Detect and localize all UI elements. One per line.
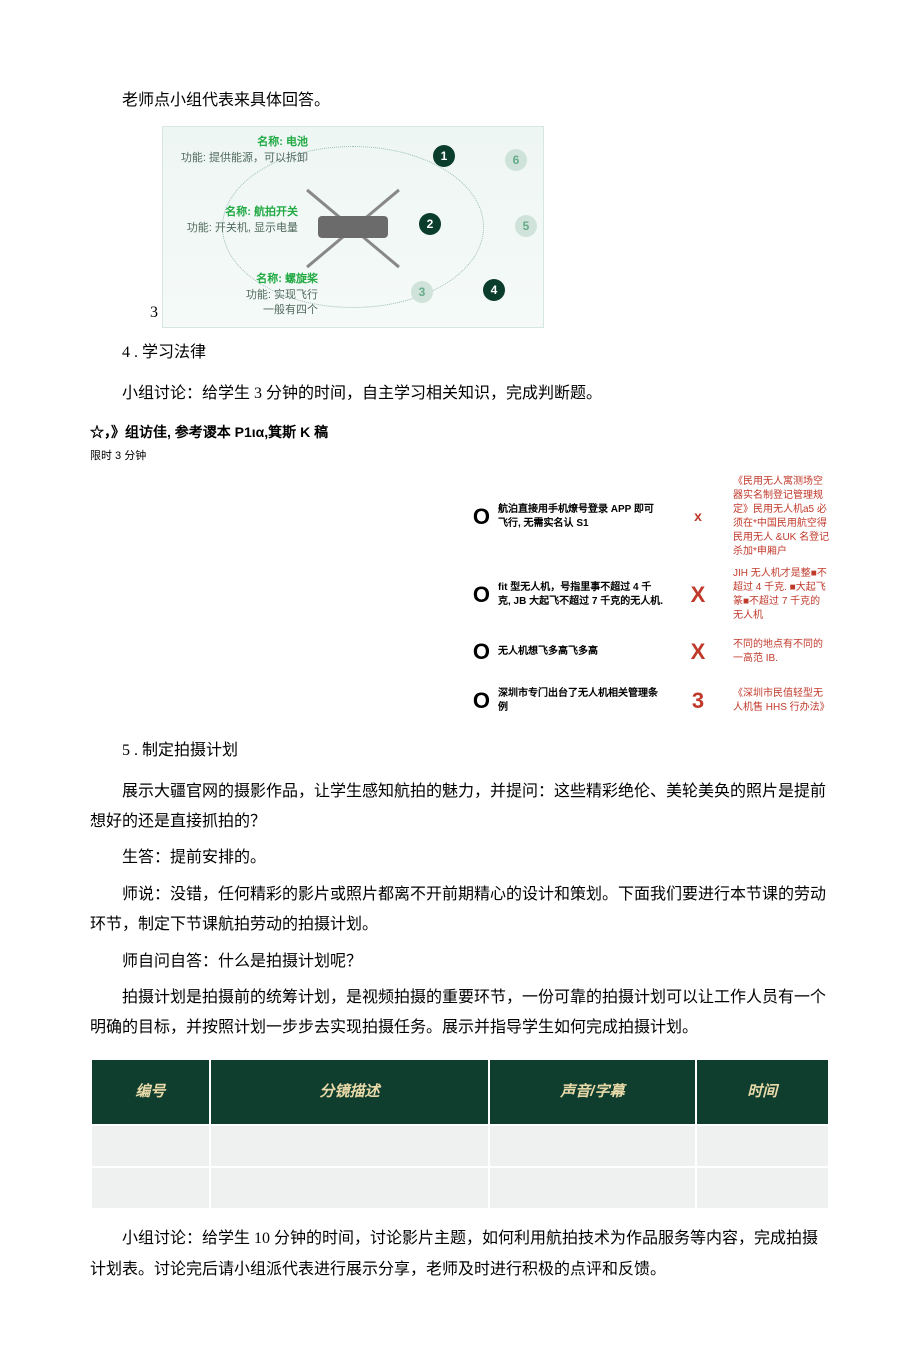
drone-center bbox=[283, 197, 423, 257]
plan-table-cell bbox=[92, 1168, 209, 1208]
plan-table-cell bbox=[211, 1168, 488, 1208]
quiz-explanation: 《民用无人寓测场空器实名制登记管理规定》民用无人机a5 必须在*中国民用航空得民… bbox=[733, 475, 830, 559]
quiz-mark: X bbox=[663, 631, 733, 673]
closing-p1: 小组讨论：给学生 10 分钟的时间，讨论影片主题，如何利用航拍技术为作品服务等内… bbox=[90, 1224, 830, 1285]
quiz-row: O深圳市专门出台了无人机相关管理条例3《深圳市民值轻型无人机售 HHS 行办法》 bbox=[90, 676, 830, 726]
plan-table-cell bbox=[490, 1126, 694, 1166]
plan-table-cell bbox=[211, 1126, 488, 1166]
quiz-circle-icon: O bbox=[270, 496, 498, 538]
quiz-question: 航泊直接用手机燎号登录 APP 即可飞行, 无需实名认 S1 bbox=[498, 503, 663, 531]
plan-table-header: 分镜描述 bbox=[211, 1060, 488, 1125]
quiz-subline: ☆，》组访佳, 参考谡本 P1ια,箕斯 K 稿 bbox=[90, 419, 830, 446]
section-5-p3: 师说：没错，任何精彩的影片或照片都离不开前期精心的设计和策划。下面我们要进行本节… bbox=[90, 880, 830, 941]
drone-diagram: 名称: 电池功能: 提供能源，可以拆卸名称: 航拍开关功能: 开关机, 显示电量… bbox=[162, 126, 544, 328]
plan-table: 编号分镜描述声音/字幕时间 bbox=[90, 1058, 830, 1211]
plan-table-header: 编号 bbox=[92, 1060, 209, 1125]
table-row bbox=[92, 1168, 828, 1208]
table-row bbox=[92, 1126, 828, 1166]
quiz-question: fit 型无人机，号指里事不超过 4 千克, JB 大起飞不超过 7 千克的无人… bbox=[498, 581, 663, 609]
intro-line: 老师点小组代表来具体回答。 bbox=[90, 86, 830, 116]
plan-table-cell bbox=[490, 1168, 694, 1208]
section-5-p1: 展示大疆官网的摄影作品，让学生感知航拍的魅力，并提问：这些精彩绝伦、美轮美奂的照… bbox=[90, 777, 830, 838]
quiz-block: O航泊直接用手机燎号登录 APP 即可飞行, 无需实名认 S1x《民用无人寓测场… bbox=[90, 471, 830, 727]
plan-table-cell bbox=[92, 1126, 209, 1166]
drone-label: 名称: 螺旋桨功能: 实现飞行一般有四个 bbox=[183, 272, 318, 318]
section-4-heading: 4 . 学习法律 bbox=[90, 338, 830, 368]
drone-figure-row: 3 名称: 电池功能: 提供能源，可以拆卸名称: 航拍开关功能: 开关机, 显示… bbox=[150, 126, 830, 328]
plan-table-cell bbox=[697, 1168, 828, 1208]
quiz-row: O无人机想飞多高飞多高X不同的地点有不同的一高范 IB. bbox=[90, 627, 830, 677]
plan-table-header: 声音/字幕 bbox=[490, 1060, 694, 1125]
quiz-circle-icon: O bbox=[270, 680, 498, 722]
section-4-para: 小组讨论：给学生 3 分钟的时间，自主学习相关知识，完成判断题。 bbox=[90, 379, 830, 409]
quiz-explanation: 不同的地点有不同的一高范 IB. bbox=[733, 638, 830, 666]
quiz-row: O航泊直接用手机燎号登录 APP 即可飞行, 无需实名认 S1x《民用无人寓测场… bbox=[90, 471, 830, 563]
plan-table-cell bbox=[697, 1126, 828, 1166]
drone-node-5: 5 bbox=[515, 215, 537, 237]
quiz-explanation: JIH 无人机才是整■不超过 4 千克. ■大起飞篆■不超过 7 千克的无人机 bbox=[733, 567, 830, 623]
figure-number-3: 3 bbox=[150, 298, 158, 328]
quiz-mark: X bbox=[663, 574, 733, 616]
quiz-question: 深圳市专门出台了无人机相关管理条例 bbox=[498, 687, 663, 715]
quiz-question: 无人机想飞多高飞多高 bbox=[498, 645, 663, 659]
section-5-p4: 师自问自答：什么是拍摄计划呢？ bbox=[90, 947, 830, 977]
quiz-mark: 3 bbox=[663, 680, 733, 722]
plan-table-header: 时间 bbox=[697, 1060, 828, 1125]
drone-node-6: 6 bbox=[505, 149, 527, 171]
section-5-p5: 拍摄计划是拍摄前的统筹计划，是视频拍摄的重要环节，一份可靠的拍摄计划可以让工作人… bbox=[90, 983, 830, 1044]
drone-body bbox=[318, 216, 388, 238]
section-5-p2: 生答：提前安排的。 bbox=[90, 843, 830, 873]
section-5-heading: 5 . 制定拍摄计划 bbox=[90, 736, 830, 766]
quiz-timelimit: 限时 3 分钟 bbox=[90, 446, 830, 467]
quiz-explanation: 《深圳市民值轻型无人机售 HHS 行办法》 bbox=[733, 687, 830, 715]
drone-label: 名称: 电池功能: 提供能源，可以拆卸 bbox=[173, 135, 308, 166]
drone-node-4: 4 bbox=[483, 279, 505, 301]
quiz-circle-icon: O bbox=[270, 631, 498, 673]
quiz-circle-icon: O bbox=[270, 574, 498, 616]
drone-node-1: 1 bbox=[433, 145, 455, 167]
drone-node-3: 3 bbox=[411, 281, 433, 303]
drone-label: 名称: 航拍开关功能: 开关机, 显示电量 bbox=[163, 205, 298, 236]
quiz-row: Ofit 型无人机，号指里事不超过 4 千克, JB 大起飞不超过 7 千克的无… bbox=[90, 563, 830, 627]
quiz-mark: x bbox=[663, 503, 733, 530]
